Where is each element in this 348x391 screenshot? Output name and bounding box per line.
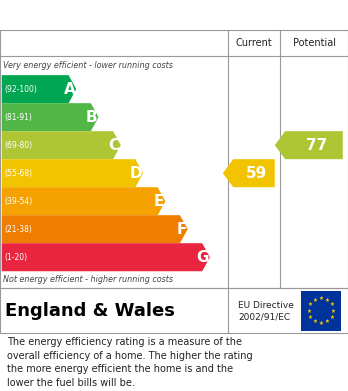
Text: Not energy efficient - higher running costs: Not energy efficient - higher running co…: [3, 275, 173, 284]
Polygon shape: [2, 131, 121, 159]
Polygon shape: [2, 103, 98, 131]
Text: D: D: [129, 166, 142, 181]
Text: F: F: [176, 222, 187, 237]
Polygon shape: [2, 187, 165, 215]
Text: The energy efficiency rating is a measure of the
overall efficiency of a home. T: The energy efficiency rating is a measur…: [7, 337, 253, 388]
Text: ★: ★: [329, 315, 334, 320]
Text: 59: 59: [246, 166, 267, 181]
Text: England & Wales: England & Wales: [5, 301, 175, 319]
Polygon shape: [2, 215, 188, 243]
Text: ★: ★: [308, 315, 313, 320]
Text: C: C: [109, 138, 120, 152]
Text: (92-100): (92-100): [5, 85, 37, 94]
Text: (21-38): (21-38): [5, 225, 32, 234]
Text: (69-80): (69-80): [5, 141, 33, 150]
Text: (55-68): (55-68): [5, 169, 33, 178]
Text: Energy Efficiency Rating: Energy Efficiency Rating: [69, 7, 279, 23]
Text: E: E: [154, 194, 164, 209]
Text: B: B: [86, 109, 97, 125]
Text: ★: ★: [318, 321, 323, 326]
Polygon shape: [2, 159, 143, 187]
Text: (1-20): (1-20): [5, 253, 27, 262]
Text: (81-91): (81-91): [5, 113, 32, 122]
Text: ★: ★: [331, 308, 336, 314]
Text: ★: ★: [313, 319, 317, 324]
Polygon shape: [223, 159, 275, 187]
Polygon shape: [2, 243, 210, 271]
Text: ★: ★: [318, 296, 323, 301]
Text: ★: ★: [313, 298, 317, 303]
Text: Very energy efficient - lower running costs: Very energy efficient - lower running co…: [3, 61, 173, 70]
Text: Current: Current: [236, 38, 272, 48]
Text: ★: ★: [308, 302, 313, 307]
Text: ★: ★: [325, 298, 330, 303]
Text: 77: 77: [306, 138, 327, 152]
Text: A: A: [63, 82, 75, 97]
Text: Potential: Potential: [293, 38, 335, 48]
Polygon shape: [275, 131, 343, 159]
Polygon shape: [2, 75, 76, 103]
Text: ★: ★: [329, 302, 334, 307]
Text: ★: ★: [325, 319, 330, 324]
Text: EU Directive: EU Directive: [238, 301, 294, 310]
Text: 2002/91/EC: 2002/91/EC: [238, 313, 291, 322]
Text: (39-54): (39-54): [5, 197, 33, 206]
Text: ★: ★: [306, 308, 311, 314]
Text: G: G: [196, 250, 209, 265]
